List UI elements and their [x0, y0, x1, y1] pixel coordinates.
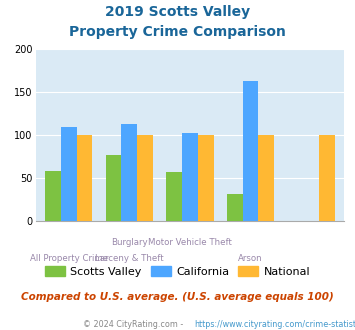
Bar — [227, 194, 242, 221]
Text: Property Crime Comparison: Property Crime Comparison — [69, 25, 286, 39]
Bar — [106, 155, 121, 221]
Text: Larceny & Theft: Larceny & Theft — [95, 254, 164, 263]
Text: Arson: Arson — [238, 254, 263, 263]
Text: All Property Crime: All Property Crime — [30, 254, 108, 263]
Legend: Scotts Valley, California, National: Scotts Valley, California, National — [40, 261, 315, 281]
Text: © 2024 CityRating.com -: © 2024 CityRating.com - — [83, 320, 186, 329]
Text: 2019 Scotts Valley: 2019 Scotts Valley — [105, 5, 250, 19]
Bar — [45, 171, 61, 221]
Bar — [121, 124, 137, 221]
Bar — [61, 127, 77, 221]
Bar — [166, 172, 182, 221]
Bar — [319, 135, 335, 221]
Text: Burglary: Burglary — [111, 238, 148, 247]
Text: Motor Vehicle Theft: Motor Vehicle Theft — [148, 238, 232, 247]
Text: Compared to U.S. average. (U.S. average equals 100): Compared to U.S. average. (U.S. average … — [21, 292, 334, 302]
Text: https://www.cityrating.com/crime-statistics/: https://www.cityrating.com/crime-statist… — [195, 320, 355, 329]
Bar — [77, 135, 92, 221]
Bar — [198, 135, 214, 221]
Bar — [137, 135, 153, 221]
Bar — [182, 133, 198, 221]
Bar — [258, 135, 274, 221]
Bar — [242, 81, 258, 221]
